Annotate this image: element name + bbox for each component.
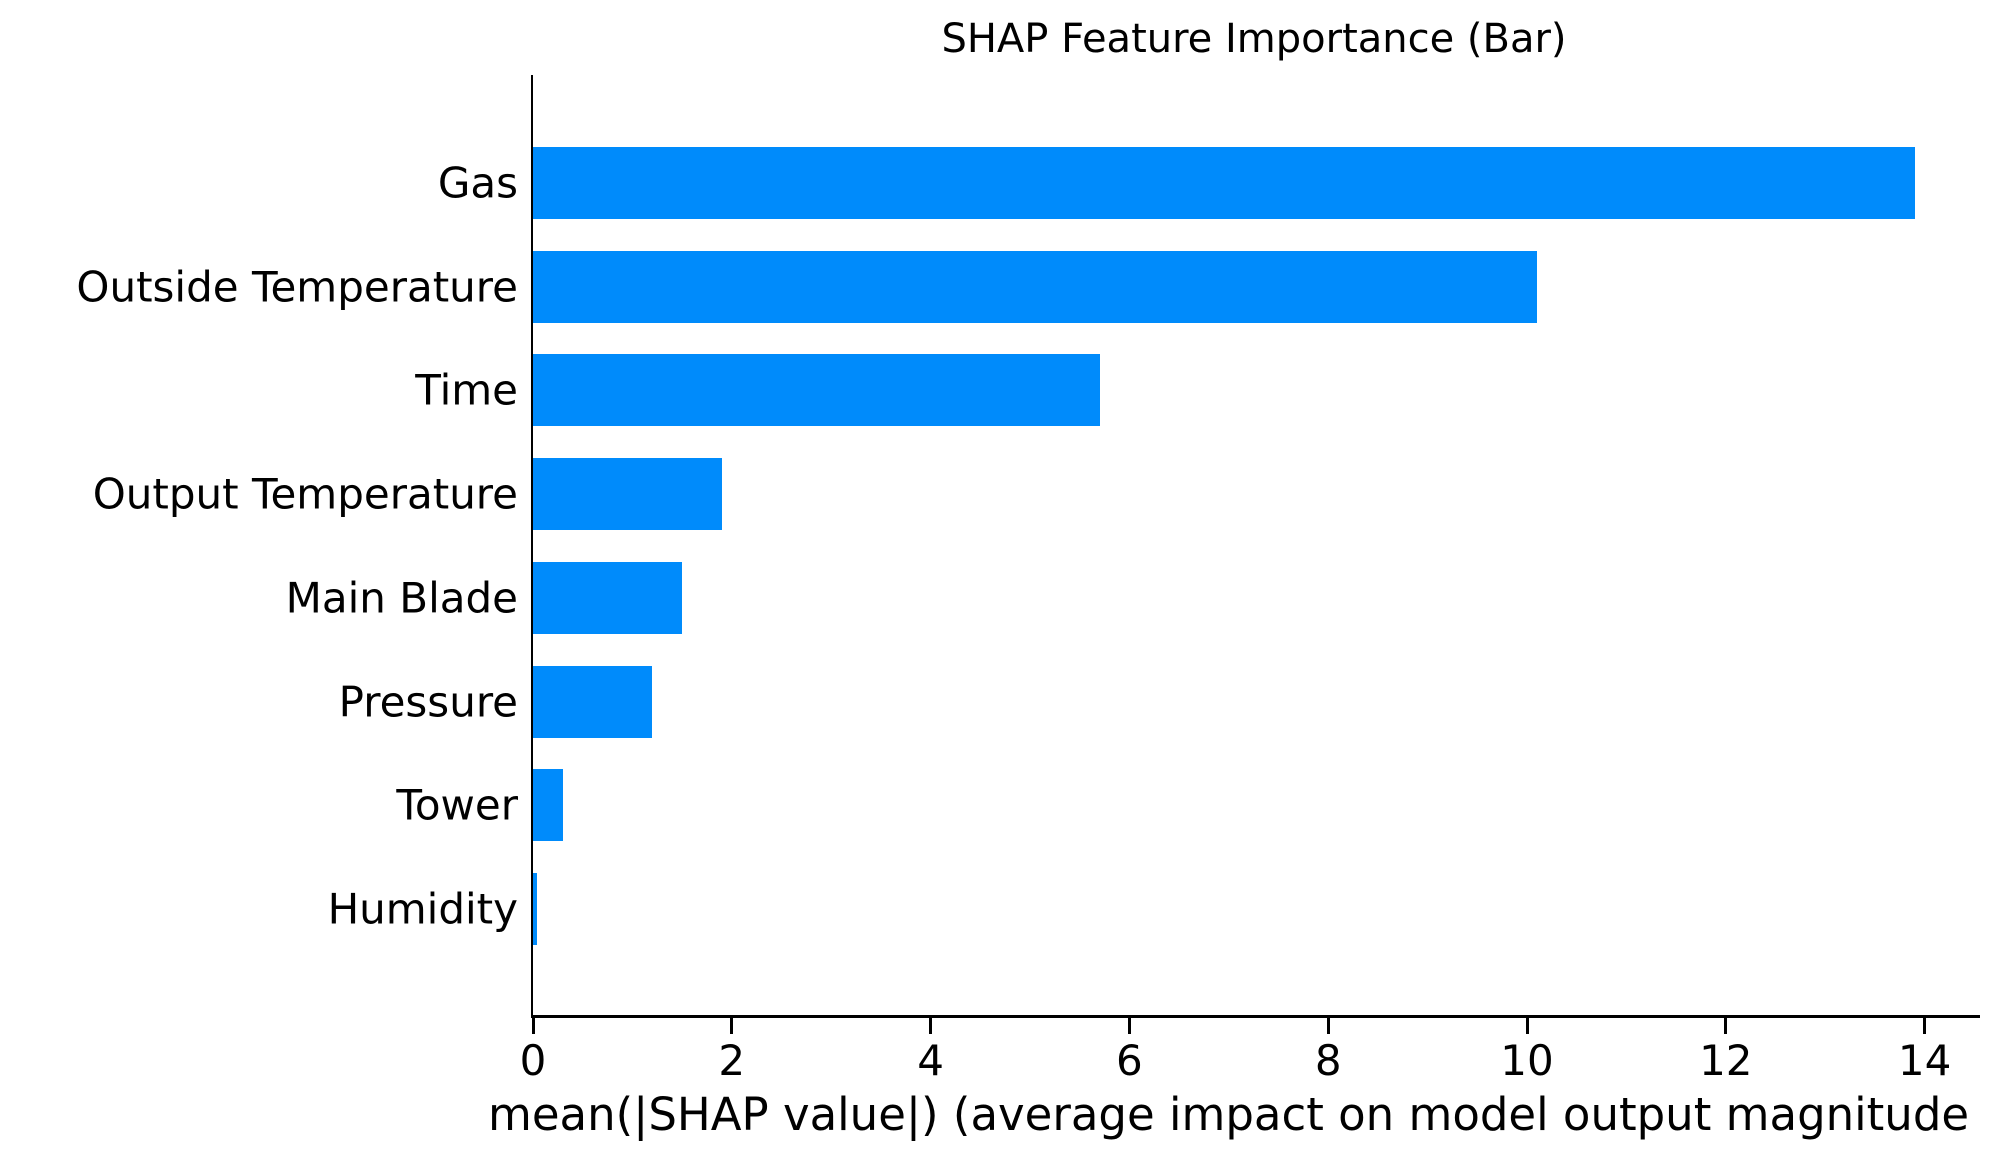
xtick-mark-12 <box>1724 1018 1728 1034</box>
xtick-label-14: 14 <box>1897 1036 1952 1085</box>
ytick-label-time: Time <box>415 365 518 415</box>
y-axis-spine <box>531 75 533 1018</box>
ytick-label-humidity: Humidity <box>327 884 518 934</box>
xtick-label-8: 8 <box>1314 1036 1342 1085</box>
xtick-label-4: 4 <box>917 1036 944 1085</box>
ytick-label-gas: Gas <box>437 158 518 208</box>
xtick-label-2: 2 <box>718 1036 746 1085</box>
ytick-label-main-blade: Main Blade <box>285 573 518 623</box>
bar-pressure <box>533 665 653 738</box>
bar-outside-temperature <box>533 250 1537 323</box>
xtick-mark-0 <box>531 1018 535 1034</box>
xtick-mark-2 <box>730 1018 734 1034</box>
bar-gas <box>533 147 1915 219</box>
bar-output-temperature <box>533 458 722 531</box>
xtick-mark-4 <box>929 1018 933 1034</box>
xtick-mark-14 <box>1923 1018 1927 1034</box>
xtick-mark-10 <box>1525 1018 1529 1034</box>
chart-title: SHAP Feature Importance (Bar) <box>941 16 1567 62</box>
bar-main-blade <box>533 561 683 634</box>
ytick-label-output-temperature: Output Temperature <box>92 469 518 519</box>
ytick-label-tower: Tower <box>396 780 518 830</box>
xtick-label-0: 0 <box>519 1036 547 1085</box>
x-axis-label: mean(|SHAP value|) (average impact on mo… <box>488 1088 1970 1141</box>
ytick-label-pressure: Pressure <box>338 677 518 726</box>
x-axis-spine <box>531 1015 1980 1018</box>
xtick-mark-8 <box>1326 1018 1330 1034</box>
xtick-label-6: 6 <box>1116 1036 1143 1085</box>
bar-tower <box>533 769 563 842</box>
bar-time <box>533 354 1100 427</box>
xtick-mark-6 <box>1127 1018 1131 1034</box>
bar-humidity <box>533 872 537 945</box>
xtick-label-10: 10 <box>1500 1036 1554 1085</box>
xtick-label-12: 12 <box>1699 1036 1753 1085</box>
ytick-label-outside-temperature: Outside Temperature <box>76 262 518 312</box>
